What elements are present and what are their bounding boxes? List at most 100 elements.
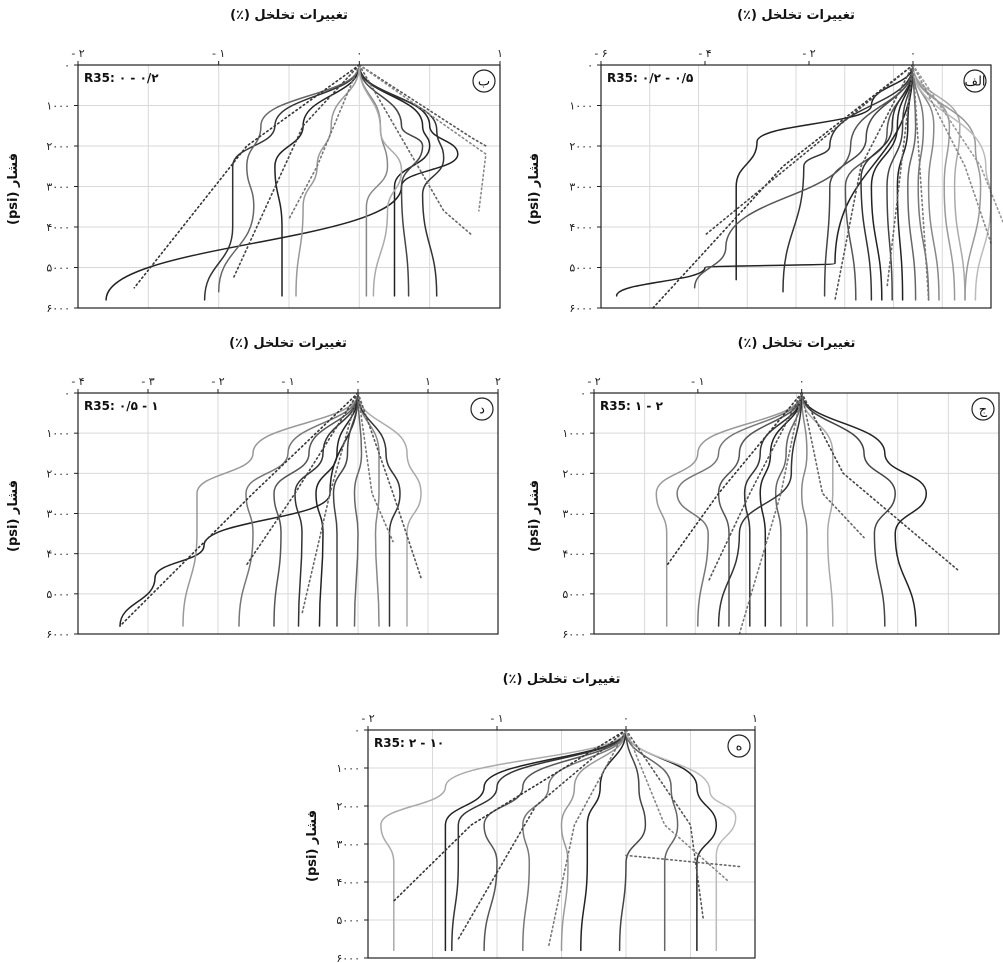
series-line-21 (886, 64, 914, 289)
y-tick-label: ۵۰۰۰ (46, 262, 70, 275)
chart-svg: - ۶ - ۴ - ۲ ۰ ۰ ۱۰۰۰ ۲۰۰۰ ۳۰۰۰ ۴۰۰۰ ۵۰۰۰ ۶۰۰۰ R35: … (569, 47, 1003, 315)
y-tick-label: ۴۰۰۰ (46, 221, 70, 234)
chart-panel-dal: - ۴ - ۳ - ۲ - ۱ ۰ ۱ ۲ ۰ ۱۰۰۰ ۲۰۰۰ ۳۰۰۰ ۴۰۰۰ ۵۰۰۰ ۶۰۰۰… (0, 335, 520, 641)
y-tick-label: ۲۰۰۰ (569, 140, 593, 153)
x-tick-label: - ۲ (802, 47, 815, 60)
x-axis-title: تغییرات تخلخل (٪) (737, 8, 855, 23)
series-line-14 (357, 392, 422, 579)
x-tick-label: - ۱ (212, 47, 225, 60)
y-tick-label: ۰ (64, 387, 70, 400)
series-line-24 (912, 64, 1003, 225)
series-line-8 (618, 729, 647, 952)
r35-range-label: R35: ۰ - ۰/۲ (84, 71, 159, 85)
series-line-14 (707, 392, 803, 583)
series-line-11 (625, 729, 737, 952)
y-tick-label: ۶۰۰۰ (336, 952, 360, 963)
y-tick-label: ۰ (64, 59, 70, 72)
y-tick-label: ۳۰۰۰ (46, 181, 70, 194)
series-line-15 (912, 64, 982, 301)
x-tick-label: - ۶ (594, 47, 607, 60)
series-line-6 (358, 64, 424, 297)
series-line-11 (717, 392, 803, 627)
y-tick-label: ۱۰۰۰ (46, 100, 70, 113)
y-tick-label: ۳۰۰۰ (336, 838, 360, 851)
chart-panel-alef: - ۶ - ۴ - ۲ ۰ ۰ ۱۰۰۰ ۲۰۰۰ ۳۰۰۰ ۴۰۰۰ ۵۰۰۰ ۶۰۰۰ R35: … (520, 0, 1003, 315)
series-line-6 (315, 392, 359, 627)
series-line-4 (483, 729, 627, 952)
panel-badge-circle (727, 734, 751, 758)
series-line-7 (358, 64, 445, 297)
x-tick-label: ۰ (355, 375, 361, 388)
r35-range-label: R35: ۲ - ۱۰ (374, 736, 444, 750)
series-line-22 (912, 64, 930, 301)
series-line-8 (353, 392, 363, 627)
series-line-12 (393, 729, 627, 902)
series-line-11 (357, 392, 401, 627)
series-line-19 (704, 64, 914, 236)
x-axis-title: تغییرات تخلخل (٪) (737, 336, 856, 351)
y-axis-title: فشار (psi) (6, 152, 21, 225)
series-line-3 (203, 64, 361, 301)
panel-badge-label: ب (478, 75, 490, 90)
y-tick-label: ۰ (354, 724, 360, 737)
panel-badge-label: ج (979, 403, 988, 418)
y-tick-label: ۲۰۰۰ (562, 467, 586, 480)
series-line-14 (358, 64, 473, 236)
chart-svg: - ۲ - ۱ ۰ ۱ ۰ ۱۰۰۰ ۲۰۰۰ ۳۰۰۰ ۴۰۰۰ ۵۰۰۰ ۶۰۰۰ R35: ۰ … (46, 47, 503, 315)
series-line-8 (358, 64, 389, 297)
x-axis-title: تغییرات تخلخل (٪) (230, 8, 348, 23)
series-line-5 (274, 64, 361, 297)
series-line-3 (782, 64, 914, 293)
series-line-10 (800, 392, 834, 627)
y-tick-label: ۶۰۰۰ (46, 302, 70, 315)
series-line-3 (238, 392, 359, 627)
series-line-20 (834, 64, 914, 301)
y-tick-label: ۱۰۰۰ (562, 427, 586, 440)
series-line-16 (547, 729, 627, 948)
series-line-4 (217, 64, 361, 293)
y-tick-label: ۲۰۰۰ (336, 800, 360, 813)
x-tick-label: - ۲ (361, 712, 374, 725)
series-line-5 (522, 729, 627, 952)
series-line-15 (301, 392, 359, 615)
series-line-10 (357, 392, 422, 627)
x-tick-label: - ۴ (698, 47, 711, 60)
series-line-7 (580, 729, 627, 952)
series-line-13 (358, 64, 487, 147)
panel-badge-circle (472, 69, 496, 93)
series-line-16 (738, 392, 803, 635)
series-line-4 (273, 392, 359, 627)
series-line-11 (133, 64, 361, 289)
series-line-13 (245, 392, 359, 567)
series-line-13 (800, 392, 959, 571)
series-line-1 (380, 729, 627, 952)
panel-badge-label: ه (736, 740, 743, 755)
x-tick-label: ۰ (799, 375, 805, 388)
series-line-2 (615, 64, 914, 297)
x-tick-label: - ۲ (211, 375, 224, 388)
x-tick-label: ۰ (910, 47, 916, 60)
x-tick-label: - ۱ (281, 375, 294, 388)
panel-badge-circle (971, 397, 995, 421)
chart-svg: - ۲ - ۱ ۰ ۱ ۰ ۱۰۰۰ ۲۰۰۰ ۳۰۰۰ ۴۰۰۰ ۵۰۰۰ ۶۰۰۰ R35: ۲ … (336, 712, 758, 963)
series-line-9 (896, 64, 914, 301)
x-tick-label: ۱ (752, 712, 758, 725)
y-axis-title: فشار (psi) (527, 479, 542, 552)
y-tick-label: ۱۰۰۰ (336, 762, 360, 775)
series-line-13 (912, 64, 956, 301)
panel-badge-label: الف (964, 75, 985, 90)
y-axis-title: فشار (psi) (305, 809, 320, 882)
y-tick-label: ۰ (587, 59, 593, 72)
x-tick-label: - ۲ (71, 47, 84, 60)
y-tick-label: ۴۰۰۰ (569, 221, 593, 234)
series-line-3 (451, 729, 627, 952)
series-line-7 (870, 64, 914, 301)
y-tick-label: ۵۰۰۰ (569, 262, 593, 275)
series-line-12 (665, 392, 803, 567)
y-tick-label: ۱۰۰۰ (569, 100, 593, 113)
y-tick-label: ۳۰۰۰ (569, 181, 593, 194)
y-tick-label: ۴۰۰۰ (336, 876, 360, 889)
series-line-8 (774, 392, 803, 627)
series-line-10 (907, 64, 917, 301)
series-line-16 (912, 64, 992, 301)
